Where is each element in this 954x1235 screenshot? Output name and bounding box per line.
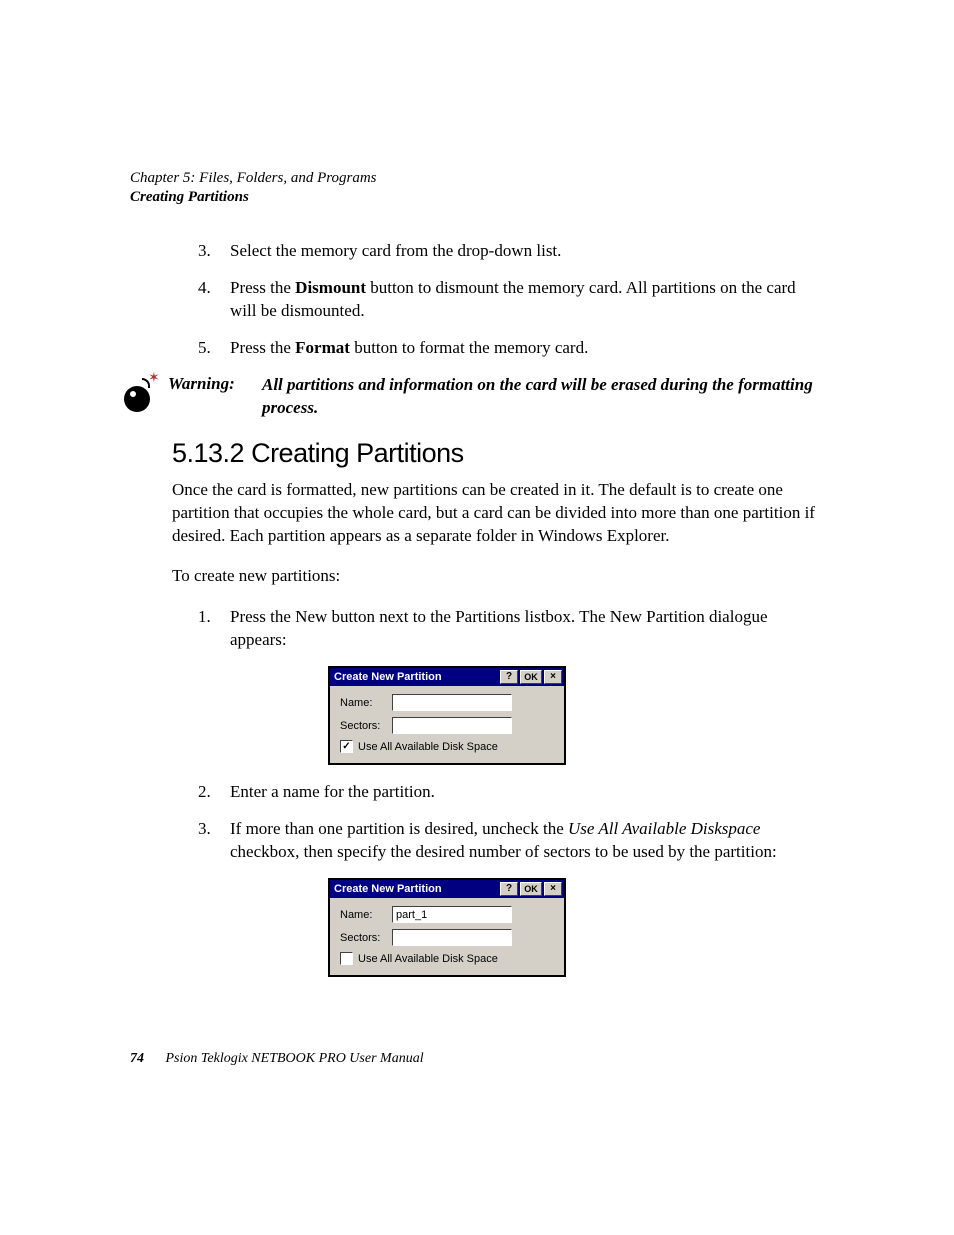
warning-block: ✶ Warning: All partitions and informatio…	[130, 374, 824, 420]
use-all-space-checkbox[interactable]	[340, 952, 353, 965]
section-header: Creating Partitions	[130, 189, 824, 206]
sectors-input[interactable]	[392, 717, 512, 734]
page-content: Chapter 5: Files, Folders, and Programs …	[0, 0, 954, 977]
list-number: 3.	[198, 240, 211, 263]
page-footer: 74 Psion Teklogix NETBOOK PRO User Manua…	[130, 1051, 424, 1067]
list-item: 3. Select the memory card from the drop-…	[230, 240, 824, 263]
use-all-space-checkbox[interactable]: ✓	[340, 740, 353, 753]
list-text: Press the Format button to format the me…	[230, 338, 588, 357]
list-number: 1.	[198, 606, 211, 629]
dialog-figure-1: Create New Partition ? OK × Name: Sector…	[70, 666, 824, 765]
list-text: Press the Dismount button to dismount th…	[230, 278, 796, 320]
sectors-input[interactable]	[392, 929, 512, 946]
dialog-titlebar: Create New Partition ? OK ×	[330, 880, 564, 898]
section-heading: 5.13.2 Creating Partitions	[172, 438, 824, 469]
checkbox-label: Use All Available Disk Space	[358, 741, 498, 753]
dialog-title: Create New Partition	[334, 671, 498, 683]
list-number: 3.	[198, 818, 211, 841]
list-item: 3. If more than one partition is desired…	[230, 818, 824, 864]
dialog-figure-2: Create New Partition ? OK × Name: part_1…	[70, 878, 824, 977]
bomb-icon: ✶	[120, 374, 160, 414]
list-item: 2. Enter a name for the partition.	[230, 781, 824, 804]
list-text: Enter a name for the partition.	[230, 782, 435, 801]
list-text: If more than one partition is desired, u…	[230, 819, 777, 861]
warning-label: Warning:	[168, 374, 262, 394]
list-item: 4. Press the Dismount button to dismount…	[230, 277, 824, 323]
paragraph: Once the card is formatted, new partitio…	[172, 479, 824, 548]
list-item: 1. Press the New button next to the Part…	[230, 606, 824, 652]
sectors-label: Sectors:	[340, 932, 392, 944]
dialog-title: Create New Partition	[334, 883, 498, 895]
name-input[interactable]: part_1	[392, 906, 512, 923]
close-button[interactable]: ×	[544, 882, 562, 896]
page-number: 74	[130, 1051, 144, 1066]
footer-text: Psion Teklogix NETBOOK PRO User Manual	[166, 1051, 424, 1066]
list-number: 2.	[198, 781, 211, 804]
name-label: Name:	[340, 697, 392, 709]
dialog-body: Name: Sectors: ✓ Use All Available Disk …	[330, 686, 564, 763]
instruction-list-2: 1. Press the New button next to the Part…	[130, 606, 824, 652]
warning-text: All partitions and information on the ca…	[262, 374, 824, 420]
create-partition-dialog: Create New Partition ? OK × Name: Sector…	[328, 666, 566, 765]
dialog-titlebar: Create New Partition ? OK ×	[330, 668, 564, 686]
list-text: Select the memory card from the drop-dow…	[230, 241, 561, 260]
list-number: 4.	[198, 277, 211, 300]
help-button[interactable]: ?	[500, 670, 518, 684]
list-number: 5.	[198, 337, 211, 360]
list-text: Press the New button next to the Partiti…	[230, 607, 767, 649]
help-button[interactable]: ?	[500, 882, 518, 896]
instruction-list-1: 3. Select the memory card from the drop-…	[130, 240, 824, 360]
name-input[interactable]	[392, 694, 512, 711]
close-button[interactable]: ×	[544, 670, 562, 684]
create-partition-dialog: Create New Partition ? OK × Name: part_1…	[328, 878, 566, 977]
paragraph: To create new partitions:	[172, 565, 824, 588]
ok-button[interactable]: OK	[520, 882, 542, 896]
dialog-body: Name: part_1 Sectors: Use All Available …	[330, 898, 564, 975]
chapter-header: Chapter 5: Files, Folders, and Programs	[130, 170, 824, 187]
instruction-list-2b: 2. Enter a name for the partition. 3. If…	[130, 781, 824, 864]
checkbox-label: Use All Available Disk Space	[358, 953, 498, 965]
list-item: 5. Press the Format button to format the…	[230, 337, 824, 360]
name-label: Name:	[340, 909, 392, 921]
sectors-label: Sectors:	[340, 720, 392, 732]
ok-button[interactable]: OK	[520, 670, 542, 684]
